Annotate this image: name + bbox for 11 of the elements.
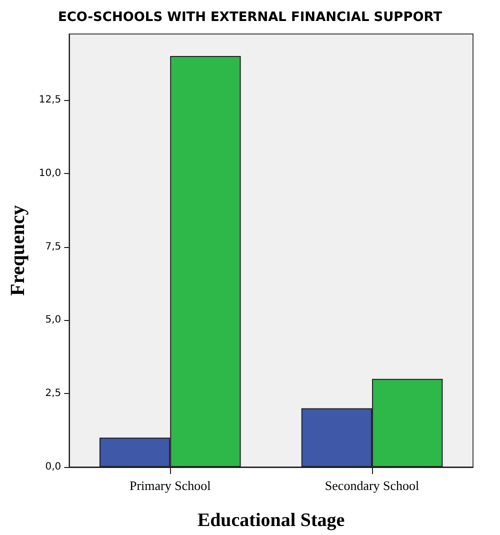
y-tick-label: 5,0	[45, 314, 62, 326]
y-axis-title: Frequency	[7, 205, 29, 296]
y-tick-label: 10,0	[38, 168, 62, 179]
x-axis-title: Educational Stage	[197, 510, 345, 531]
y-tick-label: 7,5	[45, 241, 62, 252]
x-tick-label: Primary School	[130, 478, 212, 493]
y-tick-label: 12,5	[38, 94, 62, 106]
x-tick-label: Secondary School	[324, 478, 420, 493]
y-tick-label: 2,5	[45, 388, 62, 400]
chart-title: ECO-SCHOOLS WITH EXTERNAL FINANCIAL SUPPORT	[58, 10, 442, 25]
y-tick-label: 0,0	[45, 462, 62, 472]
